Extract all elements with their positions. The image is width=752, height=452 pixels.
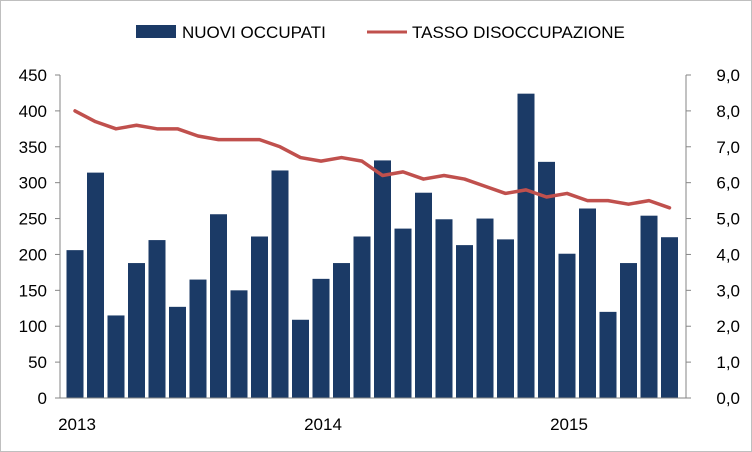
x-tick-label: 2013 (58, 415, 96, 434)
left-tick-label: 350 (19, 138, 47, 157)
legend-bar-swatch (136, 25, 176, 38)
bar (415, 192, 432, 398)
bar (661, 237, 678, 398)
bar (230, 290, 248, 398)
left-tick-label: 200 (19, 245, 47, 264)
legend-bar-label: NUOVI OCCUPATI (182, 23, 326, 42)
bar (476, 218, 494, 398)
x-tick-label: 2015 (550, 415, 588, 434)
line-series (73, 109, 672, 210)
bar (210, 214, 227, 398)
bar (579, 208, 596, 398)
right-tick-label: 6,0 (716, 174, 740, 193)
bar (435, 219, 453, 398)
bar (189, 279, 207, 398)
bar (128, 263, 145, 398)
bar (640, 215, 658, 398)
right-tick-label: 3,0 (716, 281, 740, 300)
bar (394, 228, 412, 398)
bar (333, 263, 350, 398)
unemployment-line (73, 109, 672, 210)
right-tick-label: 1,0 (716, 353, 740, 372)
bar (312, 278, 330, 398)
bar (538, 161, 555, 398)
bar (620, 263, 637, 398)
bar (456, 245, 473, 398)
right-tick-label: 9,0 (716, 66, 740, 85)
x-tick-label: 2014 (304, 415, 342, 434)
left-tick-label: 400 (19, 102, 47, 121)
right-tick-label: 7,0 (716, 138, 740, 157)
bar (353, 236, 371, 398)
right-axis-ticks: 0,0 1,0 2,0 3,0 4,0 5,0 6,0 7,0 8,0 9,0 (716, 66, 740, 408)
bar (169, 306, 186, 398)
right-tick-label: 2,0 (716, 317, 740, 336)
bar (87, 172, 104, 398)
bar (374, 160, 391, 398)
axes (55, 74, 691, 399)
bar (271, 170, 289, 398)
bar-series (66, 93, 678, 398)
left-tick-label: 250 (19, 210, 47, 229)
left-tick-label: 100 (19, 317, 47, 336)
left-tick-label: 300 (19, 174, 47, 193)
left-tick-label: 0 (38, 389, 47, 408)
bar (251, 236, 268, 398)
right-tick-label: 5,0 (716, 210, 740, 229)
left-axis-ticks: 0 50 100 150 200 250 300 350 400 450 (19, 66, 47, 408)
right-tick-label: 0,0 (716, 389, 740, 408)
right-tick-label: 8,0 (716, 102, 740, 121)
bar (148, 240, 166, 398)
bar (292, 319, 309, 398)
left-tick-label: 50 (28, 353, 47, 372)
left-tick-label: 450 (19, 66, 47, 85)
bar (66, 250, 84, 398)
x-axis-ticks: 2013 2014 2015 (58, 415, 588, 434)
bar (558, 253, 576, 398)
bar (107, 315, 125, 398)
bar (517, 93, 535, 398)
right-tick-label: 4,0 (716, 245, 740, 264)
legend: NUOVI OCCUPATI TASSO DISOCCUPAZIONE (136, 23, 625, 42)
bar (599, 311, 617, 398)
left-tick-label: 150 (19, 281, 47, 300)
legend-line-label: TASSO DISOCCUPAZIONE (412, 23, 625, 42)
bar (497, 239, 514, 398)
